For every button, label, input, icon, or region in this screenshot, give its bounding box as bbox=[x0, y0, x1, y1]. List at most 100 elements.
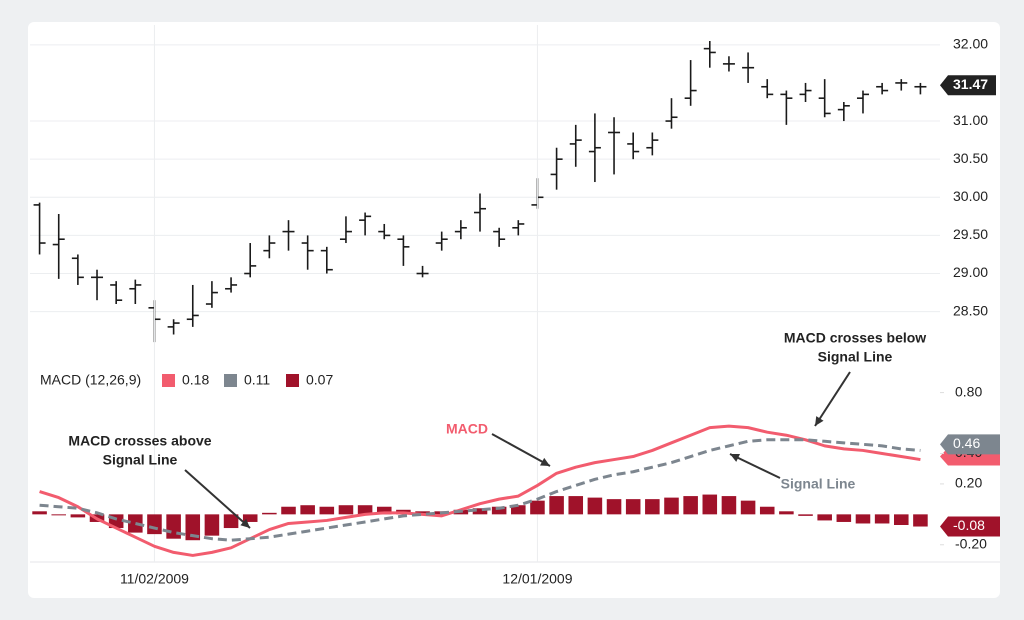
ohlc-bar bbox=[550, 147, 563, 190]
ohlc-bar bbox=[263, 235, 276, 259]
histogram-bar bbox=[300, 505, 315, 515]
ohlc-bar bbox=[71, 254, 84, 285]
annotation-arrow bbox=[491, 433, 551, 467]
card bbox=[28, 22, 1000, 598]
ohlc-bar bbox=[129, 279, 142, 305]
histogram-bar bbox=[338, 505, 354, 515]
histogram-bar bbox=[223, 514, 239, 529]
histogram-bar bbox=[836, 514, 852, 522]
ohlc-bar bbox=[588, 113, 601, 183]
ohlc-bar bbox=[33, 202, 46, 255]
histogram-bar bbox=[530, 500, 545, 515]
y-tick-label: 0.80 bbox=[955, 383, 982, 399]
annotation: MACD crosses above bbox=[68, 433, 211, 449]
ohlc-bar bbox=[301, 235, 314, 270]
ohlc-bar bbox=[205, 281, 218, 308]
ohlc-bar bbox=[665, 98, 678, 129]
y-tick-label: 29.00 bbox=[953, 264, 988, 280]
histogram-bar bbox=[511, 505, 526, 515]
ohlc-bar bbox=[282, 220, 295, 251]
annotation-arrow bbox=[729, 453, 781, 479]
ohlc-bar bbox=[799, 82, 812, 102]
histogram-bar bbox=[549, 496, 564, 515]
annotation: MACD bbox=[446, 421, 488, 437]
arrow-head bbox=[815, 416, 824, 426]
ohlc-bar bbox=[91, 269, 104, 301]
histogram-bar bbox=[606, 499, 622, 515]
price-tag-label: 31.47 bbox=[953, 76, 988, 92]
histogram-bar bbox=[913, 514, 928, 527]
histogram-bar bbox=[740, 500, 756, 515]
ohlc-bar bbox=[454, 220, 467, 240]
ohlc-bar bbox=[225, 277, 238, 293]
value-tag bbox=[940, 516, 1000, 537]
histogram-bar bbox=[185, 514, 201, 541]
ohlc-bar bbox=[914, 82, 927, 95]
histogram-bar bbox=[204, 514, 220, 536]
histogram-bar bbox=[242, 514, 258, 522]
histogram-bar bbox=[817, 514, 832, 521]
histogram-bar bbox=[166, 514, 181, 539]
y-tick-label: 31.00 bbox=[953, 112, 988, 128]
legend-value: 0.18 bbox=[182, 372, 209, 388]
ohlc-bar bbox=[761, 79, 774, 99]
arrow-head bbox=[540, 457, 550, 466]
annotation-arrow bbox=[184, 469, 251, 529]
value-tag-label: -0.08 bbox=[953, 517, 985, 533]
histogram-bar bbox=[491, 506, 507, 515]
histogram-bar bbox=[32, 511, 47, 515]
ohlc-bar bbox=[780, 90, 793, 125]
ohlc-bar bbox=[876, 82, 889, 95]
y-tick-label: 28.50 bbox=[953, 302, 988, 318]
y-tick-label: 30.00 bbox=[953, 188, 988, 204]
x-tick-label: 11/02/2009 bbox=[120, 571, 189, 587]
ohlc-bar bbox=[703, 41, 716, 68]
ohlc-bar bbox=[110, 281, 123, 305]
value-tag-label: 0.46 bbox=[953, 435, 980, 451]
ohlc-bar bbox=[244, 243, 257, 278]
legend-swatch bbox=[162, 374, 175, 387]
histogram-bar bbox=[357, 505, 373, 515]
histogram-bar bbox=[625, 499, 641, 515]
macd-line bbox=[39, 438, 921, 542]
legend-title: MACD (12,26,9) bbox=[40, 372, 141, 388]
histogram-bar bbox=[128, 514, 143, 533]
ohlc-bar bbox=[627, 132, 640, 160]
annotation: Signal Line bbox=[781, 476, 856, 492]
ohlc-bar bbox=[339, 216, 352, 244]
ohlc-bar bbox=[742, 52, 755, 83]
histogram-bar bbox=[645, 499, 660, 515]
ohlc-bar bbox=[320, 246, 333, 274]
histogram-bar bbox=[51, 514, 66, 516]
ohlc-bar bbox=[474, 193, 486, 232]
annotation: Signal Line bbox=[818, 349, 893, 365]
ohlc-bar bbox=[186, 284, 199, 327]
histogram-bar bbox=[798, 514, 813, 516]
arrow-head bbox=[730, 453, 740, 462]
value-tag bbox=[940, 434, 1000, 455]
ohlc-bar bbox=[512, 220, 525, 236]
legend-swatch bbox=[224, 374, 237, 387]
y-tick-label: 0.20 bbox=[955, 475, 982, 491]
histogram-bar bbox=[683, 496, 698, 515]
histogram-bar bbox=[568, 496, 584, 515]
annotation: MACD crosses below bbox=[784, 330, 926, 346]
ohlc-bar bbox=[435, 231, 448, 251]
histogram-bar bbox=[376, 506, 392, 515]
histogram-bar bbox=[415, 511, 430, 515]
ohlc-bar bbox=[167, 319, 180, 335]
y-tick-label: 32.00 bbox=[953, 36, 988, 52]
histogram-bar bbox=[281, 506, 296, 515]
histogram-bar bbox=[721, 496, 737, 515]
ohlc-bar bbox=[837, 101, 850, 122]
ohlc-bar bbox=[397, 235, 410, 266]
ohlc-bar bbox=[52, 214, 65, 279]
histogram-bar bbox=[147, 514, 162, 535]
y-tick-label: 30.50 bbox=[953, 150, 988, 166]
ohlc-bar bbox=[569, 124, 582, 167]
histogram-bar bbox=[587, 497, 603, 515]
ohlc-bar bbox=[722, 56, 735, 72]
arrow-head bbox=[240, 518, 250, 528]
histogram-bar bbox=[319, 506, 335, 515]
